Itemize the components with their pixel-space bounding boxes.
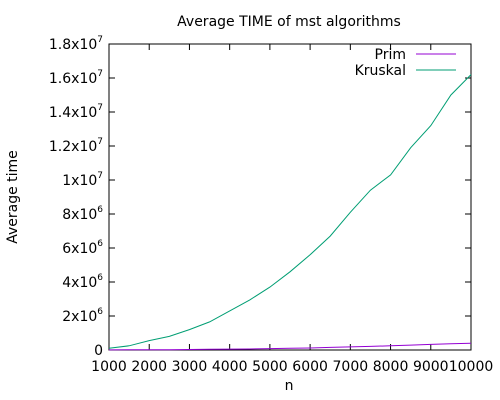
plot-border — [108, 43, 472, 351]
y-tick-label: 2x106 — [62, 307, 103, 325]
x-tick-label: 3000 — [172, 359, 208, 375]
y-tick-label: 0 — [94, 343, 103, 359]
x-tick-label: 8000 — [373, 359, 409, 375]
plot-area — [108, 43, 472, 351]
chart-title: Average TIME of mst algorithms — [177, 14, 401, 30]
series-line-prim — [108, 342, 472, 351]
series-line-kruskal — [108, 74, 472, 349]
series-group — [108, 74, 472, 351]
x-tick-label: 9000 — [413, 359, 449, 375]
x-tick-label: 7000 — [333, 359, 369, 375]
legend-label-kruskal: Kruskal — [355, 63, 406, 79]
y-tick-label: 1.8x107 — [49, 35, 103, 53]
x-tick-label: 2000 — [131, 359, 167, 375]
y-axis-label: Average time — [5, 150, 21, 244]
y-tick-label: 1x107 — [62, 171, 103, 189]
y-tick-label: 1.6x107 — [49, 69, 103, 87]
legend-label-prim: Prim — [375, 47, 406, 63]
y-tick-label: 8x106 — [62, 205, 103, 223]
y-tick-label: 6x106 — [62, 239, 103, 257]
x-axis: 1000 2000 3000 4000 5000 6000 7000 8000 9000 1000… — [91, 44, 493, 375]
x-tick-label: 5000 — [252, 359, 288, 375]
y-tick-label: 4x106 — [62, 273, 103, 291]
y-axis: 0 2x106 4x106 6x106 8x106 1x107 1.2x107 1.4x107… — [49, 35, 471, 359]
y-tick-label: 1.4x107 — [49, 103, 103, 121]
x-tick-label: 10000 — [449, 359, 494, 375]
x-tick-label: 6000 — [292, 359, 328, 375]
x-axis-label: n — [285, 378, 294, 394]
y-tick-label: 1.2x107 — [49, 137, 103, 155]
x-tick-label: 4000 — [212, 359, 248, 375]
x-tick-label: 1000 — [91, 359, 127, 375]
